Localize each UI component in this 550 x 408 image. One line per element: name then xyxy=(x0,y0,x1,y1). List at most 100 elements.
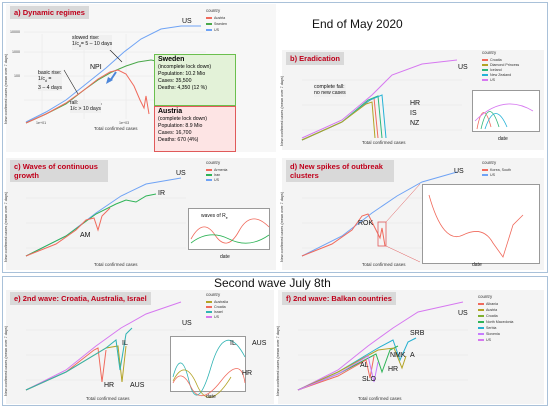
panel-d-legend-title: country xyxy=(482,160,497,165)
line-us xyxy=(25,301,182,391)
panel-a-ytick-100: 100 xyxy=(14,74,20,78)
panel-d-ylabel: New confirmed cases (mean over 7 days) xyxy=(280,191,284,262)
panel-e: e) 2nd wave: Croatia, Australia, Israel … xyxy=(4,290,274,404)
line-armenia xyxy=(25,207,111,257)
label-is: IS xyxy=(410,110,417,117)
legend-us: US xyxy=(482,173,495,177)
panel-c-title: c) Waves of continuous growth xyxy=(10,160,108,182)
panel-a-plot xyxy=(24,25,206,124)
annotation-complete-fall: complete fall: no new cases xyxy=(314,84,346,97)
panel-c-inset: waves of Re xyxy=(188,208,270,250)
legend-us: US xyxy=(482,78,495,82)
label-us: US xyxy=(182,320,192,327)
label-al: AL xyxy=(360,362,369,369)
line-iran xyxy=(25,193,157,257)
panel-d-xlabel: Total confirmed cases xyxy=(362,262,406,267)
heading-end-of-may: End of May 2020 xyxy=(312,17,403,31)
legend-serbia: Serbia xyxy=(478,326,496,330)
legend-israel: Israel xyxy=(206,310,223,314)
line-us xyxy=(297,301,464,391)
legend-austria: Austria xyxy=(206,16,225,20)
legend-iran: Iran xyxy=(206,173,220,177)
panel-a-title: a) Dynamic regimes xyxy=(10,6,89,19)
line-diamond xyxy=(301,101,376,141)
panel-a: a) Dynamic regimes New confirmed cases (… xyxy=(4,4,276,152)
line-slovenia xyxy=(297,355,379,391)
label-us: US xyxy=(454,168,464,175)
panel-e-xlabel: Total confirmed cases xyxy=(86,396,130,401)
legend-korea-south: Korea, South xyxy=(482,168,511,172)
panel-b-xlabel: Total confirmed cases xyxy=(362,140,406,145)
inset-waves-label: waves of Re xyxy=(201,213,228,220)
panel-b-inset-caption: date xyxy=(498,136,508,142)
line-us xyxy=(301,59,458,139)
label-aus: AUS xyxy=(130,382,145,389)
annotation-fall: fall: 1/c > 10 days xyxy=(70,100,102,113)
panel-a-ytick-1000: 1000 xyxy=(12,50,20,54)
inset-label-hr: HR xyxy=(242,370,253,377)
legend-austria: Austria xyxy=(478,308,497,312)
panel-b-inset xyxy=(472,90,540,132)
panel-f-legend-title: country xyxy=(478,294,493,299)
label-us: US xyxy=(458,64,468,71)
panel-d-inset-plot xyxy=(428,194,524,258)
legend-sweden: Sweden xyxy=(206,22,227,26)
legend-croatia: Croatia xyxy=(478,314,498,318)
panel-d-inset xyxy=(422,184,540,264)
panel-e-inset xyxy=(170,336,246,398)
legend-us: US xyxy=(206,28,219,32)
label-hr: HR xyxy=(410,100,421,107)
panel-a-xtick-1e03: 1e+03 xyxy=(119,121,130,125)
panel-a-legend-title: country xyxy=(206,8,221,13)
panel-a-xtick-1e01: 1e+01 xyxy=(36,121,47,125)
legend-croatia: Croatia xyxy=(206,305,226,309)
panel-a-ytick-10000: 10000 xyxy=(10,30,20,34)
legend-diamond-princess: Diamond Princess xyxy=(482,63,519,67)
panel-a-xlabel: Total confirmed cases xyxy=(94,126,138,131)
label-am: AM xyxy=(80,232,91,239)
legend-croatia: Croatia xyxy=(482,58,502,62)
label-hr: HR xyxy=(388,366,399,373)
line-us xyxy=(25,25,201,123)
legend-australia: Australia xyxy=(206,300,228,304)
line-austria xyxy=(297,347,407,391)
panel-e-plot xyxy=(25,301,186,391)
label-il: IL xyxy=(122,340,128,347)
panel-b-plot xyxy=(301,59,462,141)
annotation-basic-rise: basic rise: 1/cd = 3 – 4 days xyxy=(38,70,62,92)
panel-b-legend-title: country xyxy=(482,50,497,55)
panel-b-ylabel: New confirmed cases (mean over 7 days) xyxy=(280,75,284,146)
panel-e-title: e) 2nd wave: Croatia, Australia, Israel xyxy=(10,292,151,305)
label-slo: SLO xyxy=(362,376,377,383)
label-ir: IR xyxy=(158,190,165,197)
legend-iceland: Iceland xyxy=(482,68,502,72)
label-us: US xyxy=(458,310,468,317)
line-austria xyxy=(25,69,150,124)
annotation-slowed-rise: slowed rise: 1/cd= 5 – 10 days xyxy=(72,35,113,50)
panel-b-inset-plot xyxy=(474,103,534,130)
label-srb: SRB xyxy=(410,330,425,337)
panel-f: f) 2nd wave: Balkan countries New confir… xyxy=(276,290,544,404)
legend-armenia: Armenia xyxy=(206,168,227,172)
label-us: US xyxy=(182,18,192,25)
line-korea xyxy=(301,213,386,257)
label-hr: HR xyxy=(104,382,115,389)
label-nmk: NMK xyxy=(390,352,406,359)
panel-e-ylabel: New confirmed cases (mean over 7 days) xyxy=(4,325,8,396)
panel-b-title: b) Eradication xyxy=(286,52,345,65)
panel-c-plot xyxy=(25,177,186,257)
legend-slovenia: Slovenia xyxy=(478,332,500,336)
line-us xyxy=(301,171,458,257)
panel-b: b) Eradication New confirmed cases (mean… xyxy=(280,50,544,150)
heading-second-wave: Second wave July 8th xyxy=(214,276,331,290)
legend-us: US xyxy=(478,338,491,342)
line-israel xyxy=(25,327,133,391)
legend-albania: Albania xyxy=(478,302,498,306)
inset-label-il: IL xyxy=(230,340,236,347)
panel-d-inset-caption: date xyxy=(472,262,482,268)
panel-a-ylabel: New confirmed cases (mean over 7 days) xyxy=(4,53,8,124)
panel-e-legend-title: country xyxy=(206,292,221,297)
legend-north-macedonia: North Macedonia xyxy=(478,320,513,324)
inset-label-aus: AUS xyxy=(252,340,267,347)
panel-c-inset-caption: date xyxy=(220,254,230,260)
